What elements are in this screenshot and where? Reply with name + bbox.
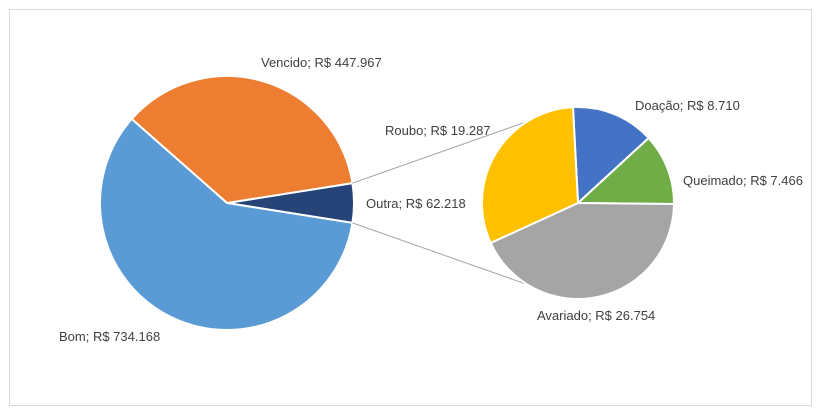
data-label-queimado: Queimado; R$ 7.466	[683, 173, 803, 188]
data-label-doacao: Doação; R$ 8.710	[635, 98, 740, 113]
data-label-vencido: Vencido; R$ 447.967	[261, 55, 382, 70]
main-pie	[99, 75, 355, 331]
data-label-avariado: Avariado; R$ 26.754	[537, 308, 655, 323]
secondary-slice-queimado	[577, 137, 675, 205]
main-slice-vencido	[130, 75, 354, 204]
secondary-slice-avariado	[489, 202, 675, 300]
data-label-roubo: Roubo; R$ 19.287	[385, 123, 491, 138]
secondary-slice-roubo	[480, 106, 579, 244]
secondary-slice-doacao	[571, 106, 650, 204]
data-label-bom: Bom; R$ 734.168	[59, 329, 160, 344]
secondary-pie	[480, 106, 675, 300]
main-slice-bom	[99, 118, 354, 331]
data-label-outra: Outra; R$ 62.218	[366, 196, 466, 211]
